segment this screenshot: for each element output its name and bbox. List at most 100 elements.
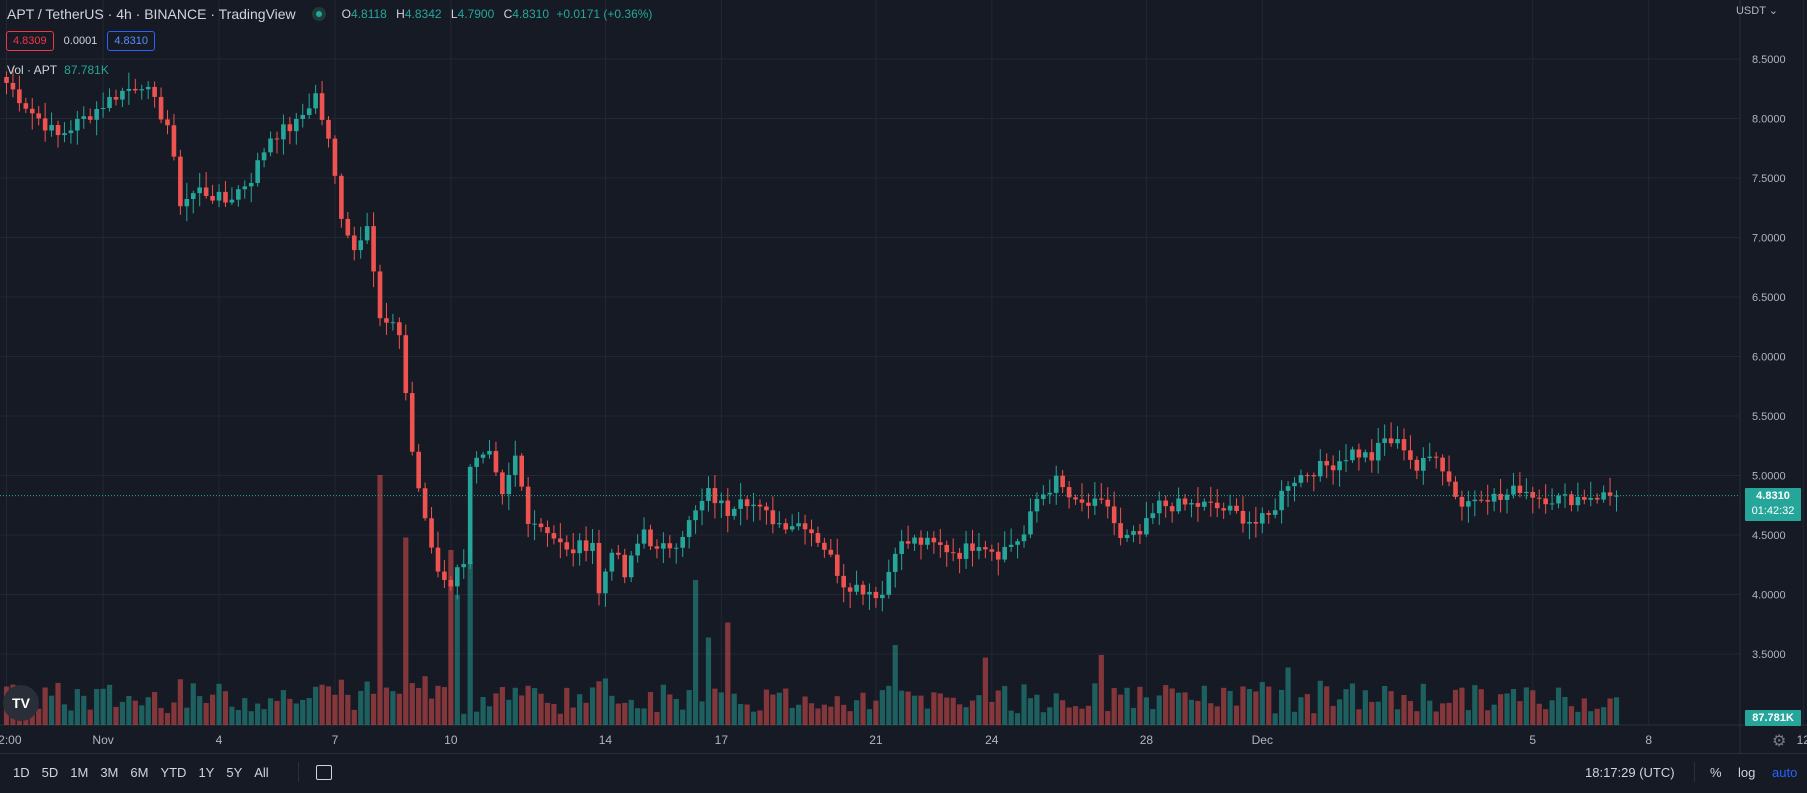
candle-body bbox=[892, 553, 898, 572]
volume-bar bbox=[1510, 688, 1517, 725]
candle-body bbox=[229, 199, 235, 203]
volume-bar bbox=[1414, 711, 1420, 725]
candle-body bbox=[783, 523, 789, 530]
volume-bar bbox=[1336, 699, 1343, 725]
candle-body bbox=[506, 474, 512, 495]
volume-bar bbox=[847, 711, 853, 725]
range-button-1y[interactable]: 1Y bbox=[198, 765, 215, 780]
range-button-all[interactable]: All bbox=[254, 765, 269, 780]
candle-body bbox=[42, 118, 48, 131]
volume-bar bbox=[1504, 693, 1510, 725]
volume-bar bbox=[673, 698, 679, 725]
range-button-5y[interactable]: 5Y bbox=[226, 765, 243, 780]
x-tick-label: 24 bbox=[985, 733, 999, 747]
candle-body bbox=[326, 119, 331, 139]
candle-body bbox=[1034, 498, 1040, 512]
auto-toggle[interactable]: auto bbox=[1772, 765, 1798, 780]
volume-bar bbox=[911, 695, 918, 725]
volume-bar bbox=[454, 595, 460, 725]
volume-bar bbox=[834, 696, 840, 725]
candle-body bbox=[184, 198, 190, 207]
volume-bar bbox=[184, 707, 190, 725]
candle-body bbox=[1350, 449, 1355, 461]
symbol-title[interactable]: APT / TetherUS · 4h · BINANCE · TradingV… bbox=[7, 6, 296, 22]
y-tick-label: 7.5000 bbox=[1752, 173, 1786, 185]
candle-body bbox=[1453, 481, 1458, 497]
candle-body bbox=[17, 89, 22, 104]
calendar-icon[interactable] bbox=[316, 765, 332, 780]
x-tick-label: 17 bbox=[715, 733, 729, 747]
candle-body bbox=[1060, 475, 1065, 488]
candle-body bbox=[789, 526, 795, 530]
candle-body bbox=[152, 86, 157, 97]
volume-bar bbox=[963, 707, 969, 725]
sell-button[interactable]: 4.8309 bbox=[6, 31, 54, 51]
candle-body bbox=[145, 86, 151, 90]
candle-body bbox=[1208, 501, 1214, 503]
volume-bar bbox=[680, 709, 686, 725]
range-button-1m[interactable]: 1M bbox=[70, 765, 89, 780]
volume-bar bbox=[377, 475, 383, 725]
volume-legend[interactable]: Vol · APT 87.781K bbox=[7, 63, 109, 77]
volume-bar bbox=[1085, 705, 1092, 725]
volume-bar bbox=[1098, 655, 1104, 725]
candle-body bbox=[1485, 500, 1490, 502]
utc-clock[interactable]: 18:17:29 (UTC) bbox=[1585, 765, 1675, 780]
candle-body bbox=[1131, 531, 1136, 535]
candle-body bbox=[287, 124, 293, 132]
volume-bar bbox=[873, 700, 879, 725]
gear-icon[interactable]: ⚙ bbox=[1772, 733, 1787, 750]
volume-bar bbox=[1407, 701, 1414, 725]
range-button-ytd[interactable]: YTD bbox=[160, 765, 187, 780]
volume-bar bbox=[493, 693, 499, 725]
volume-bar bbox=[499, 686, 505, 725]
volume-bar bbox=[480, 696, 486, 725]
range-button-3m[interactable]: 3M bbox=[100, 765, 119, 780]
volume-bar bbox=[441, 687, 448, 725]
candle-body bbox=[1408, 450, 1413, 460]
tradingview-logo-icon[interactable]: TV bbox=[3, 685, 39, 721]
candle-body bbox=[1466, 501, 1471, 507]
candle-body bbox=[519, 455, 524, 487]
volume-bar bbox=[692, 580, 699, 725]
divider bbox=[1694, 762, 1695, 782]
range-button-1d[interactable]: 1D bbox=[13, 765, 30, 780]
close-value: 4.8310 bbox=[512, 7, 549, 21]
volume-bar bbox=[609, 695, 615, 725]
x-tick-label: 12:00 bbox=[0, 733, 22, 747]
volume-bar bbox=[1118, 694, 1124, 725]
volume-bar bbox=[36, 708, 42, 725]
volume-bar bbox=[905, 691, 911, 725]
candle-body bbox=[661, 543, 666, 549]
buy-button[interactable]: 4.8310 bbox=[107, 31, 155, 51]
volume-value: 87.781K bbox=[64, 63, 109, 77]
candle-body bbox=[422, 488, 428, 519]
volume-bar bbox=[705, 637, 712, 725]
log-toggle[interactable]: log bbox=[1738, 765, 1756, 780]
y-tick-label: 6.5000 bbox=[1752, 292, 1786, 304]
candle-body bbox=[1079, 499, 1085, 503]
range-button-6m[interactable]: 6M bbox=[130, 765, 149, 780]
currency-selector[interactable]: USDT ⌄ bbox=[1735, 5, 1778, 17]
volume-bar bbox=[750, 711, 757, 725]
candle-body bbox=[1279, 490, 1284, 511]
volume-bar bbox=[1298, 697, 1304, 725]
volume-bar bbox=[190, 683, 196, 725]
candle-body bbox=[847, 587, 853, 592]
volume-bar bbox=[725, 622, 731, 725]
candle-body bbox=[751, 504, 756, 507]
candle-body bbox=[583, 540, 589, 551]
percent-toggle[interactable]: % bbox=[1710, 765, 1722, 780]
candle-body bbox=[178, 156, 183, 207]
volume-bar bbox=[815, 708, 821, 725]
ohlc-values: O4.8118 H4.8342 L4.7900 C4.8310 +0.0171 … bbox=[341, 7, 653, 21]
candle-body bbox=[1118, 523, 1123, 539]
volume-bar bbox=[1027, 698, 1034, 725]
range-button-5d[interactable]: 5D bbox=[41, 765, 59, 780]
candle-body bbox=[725, 500, 731, 516]
volume-bar bbox=[242, 698, 248, 725]
volume-bar bbox=[531, 688, 538, 725]
volume-bar bbox=[1440, 703, 1446, 725]
x-tick-label: 12 bbox=[1797, 733, 1807, 747]
